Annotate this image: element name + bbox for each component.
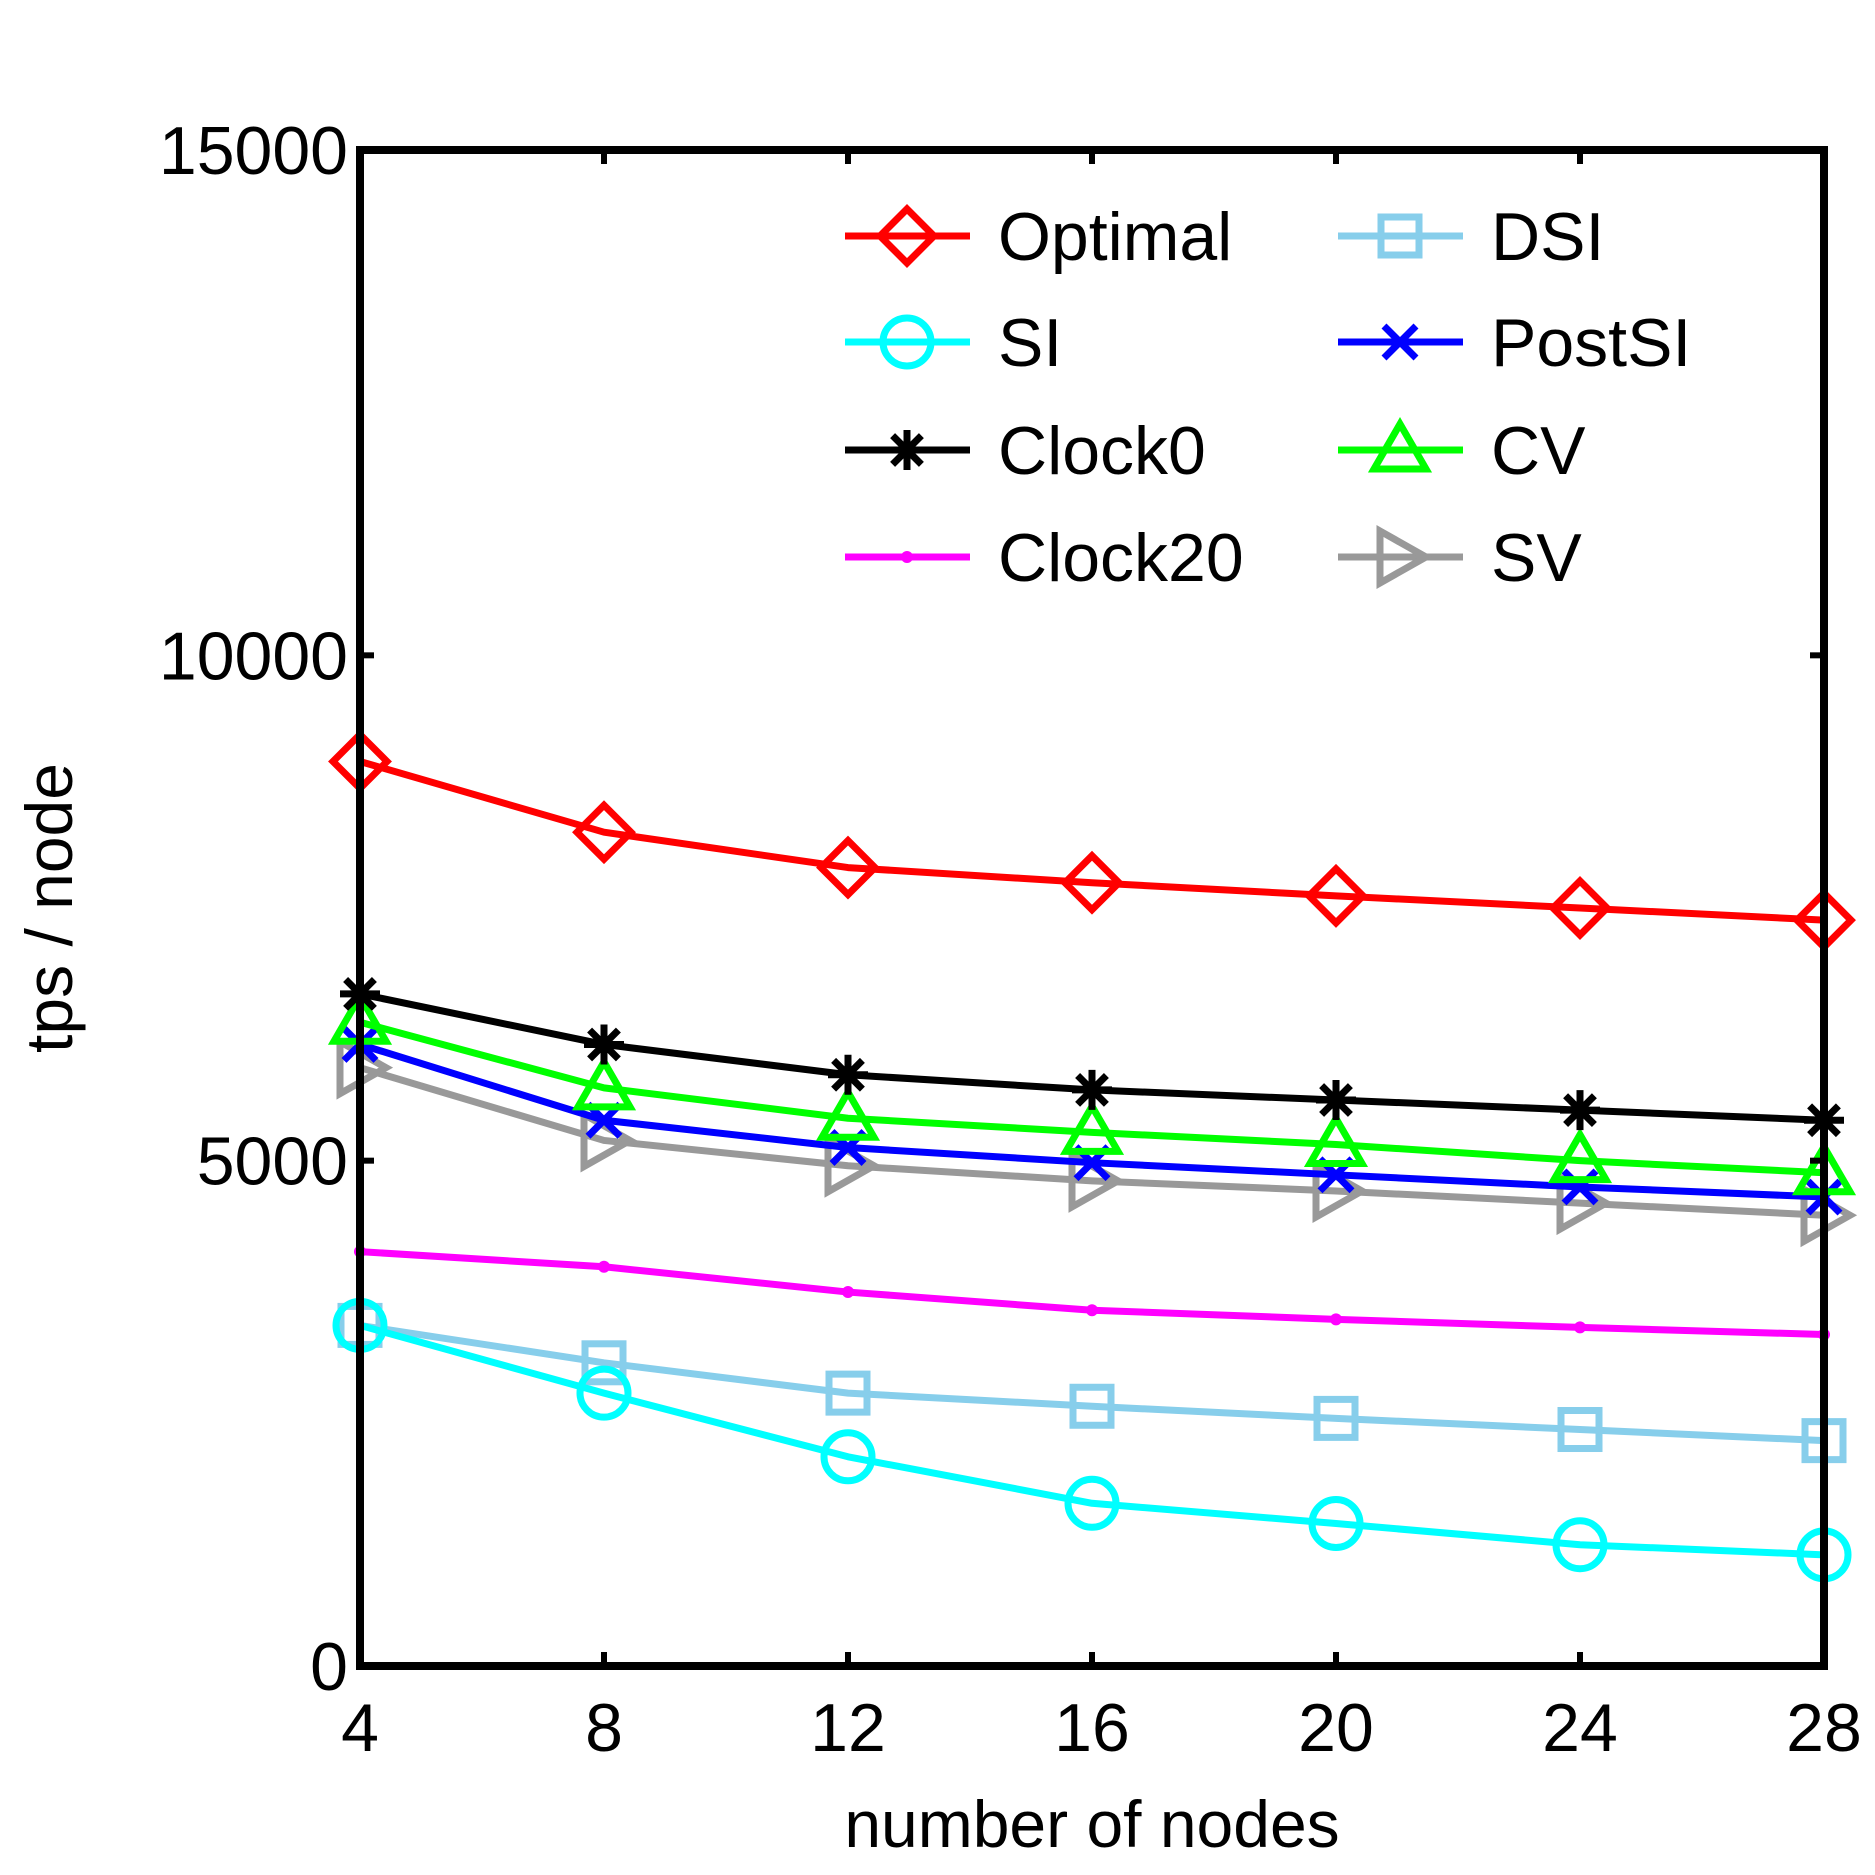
point-optimal-24 [1548,876,1612,940]
legend-marker-cv [1367,417,1433,473]
legend-item-dsi: DSI [1338,199,1604,275]
x-tick-label-20: 20 [1298,1690,1374,1766]
point-clock0-24 [1560,1090,1600,1131]
legend-item-cv: CV [1338,413,1586,489]
x-tick-label-4: 4 [341,1690,379,1766]
series-postsi [341,1025,1843,1216]
point-cv-12 [815,1085,881,1141]
ticks-layer: 4 8 12 16 20 24 28 0 5000 10000 15000 [159,113,1862,1766]
point-cv-20 [1303,1111,1369,1167]
point-cv-16 [1059,1099,1125,1155]
y-tick-label-0: 0 [310,1629,348,1705]
point-dsi-24 [1557,1407,1603,1453]
legend-item-clock20: Clock20 [845,520,1244,596]
point-clock20-24 [1574,1321,1586,1334]
legend-marker-clock20 [901,551,913,563]
point-clock20-20 [1330,1313,1342,1326]
point-cv-24 [1547,1127,1613,1184]
point-clock0-12 [828,1054,868,1095]
legend-marker-optimal [875,204,939,268]
legend-item-postsi: PostSI [1338,305,1691,381]
series-line-cv [359,1018,1825,1177]
legend-marker-si [879,314,935,370]
point-clock20-12 [842,1286,854,1299]
y-tick-label-5000: 5000 [197,1124,348,1200]
point-si-16 [1064,1475,1120,1531]
x-tick-label-12: 12 [810,1690,886,1766]
series-line-si [359,1322,1825,1559]
legend: Optimal SI Clock0 Clock20 DSI PostSI CV SV [845,199,1691,596]
series-layer [327,729,1858,1583]
y-tick-label-10000: 10000 [159,618,348,694]
point-clock20-8 [598,1260,610,1273]
series-line-dsi [359,1321,1825,1445]
legend-label-sv: SV [1491,520,1582,596]
point-optimal-12 [816,835,880,900]
point-clock0-20 [1316,1080,1356,1121]
point-si-8 [576,1365,632,1421]
y-tick-label-15000: 15000 [159,113,348,189]
point-optimal-16 [1060,850,1124,915]
series-cv [327,989,1857,1196]
x-axis-label: number of nodes [844,1787,1339,1861]
x-tick-label-28: 28 [1786,1690,1862,1766]
series-clock20 [354,1245,1830,1341]
series-line-clock20 [359,1248,1825,1338]
legend-marker-clock0 [887,430,927,470]
legend-label-optimal: Optimal [998,199,1232,275]
point-cv-8 [571,1054,637,1111]
legend-marker-sv [1376,525,1434,589]
legend-label-cv: CV [1491,413,1586,489]
point-dsi-20 [1313,1395,1359,1441]
point-dsi-16 [1069,1383,1115,1429]
legend-label-si: SI [998,305,1062,381]
x-tick-label-24: 24 [1542,1690,1618,1766]
series-line-sv [358,1064,1825,1219]
legend-item-sv: SV [1338,520,1582,596]
point-si-12 [820,1429,876,1485]
legend-marker-postsi [1381,323,1419,361]
point-optimal-20 [1304,863,1368,928]
point-si-20 [1308,1495,1364,1551]
legend-label-clock20: Clock20 [998,520,1244,596]
legend-label-clock0: Clock0 [998,413,1206,489]
legend-item-optimal: Optimal [845,199,1232,275]
series-line-optimal [359,758,1825,924]
point-optimal-8 [572,800,636,865]
legend-marker-dsi [1377,213,1423,259]
point-clock0-8 [584,1024,624,1065]
point-clock0-16 [1072,1069,1112,1110]
series-si [332,1297,1852,1583]
x-tick-label-8: 8 [585,1690,623,1766]
legend-item-clock0: Clock0 [845,413,1206,489]
series-optimal [328,729,1856,953]
legend-item-si: SI [845,305,1062,381]
series-clock0 [340,973,1844,1141]
point-dsi-12 [825,1370,871,1416]
y-axis-label: tps / node [12,763,86,1053]
point-dsi-8 [581,1340,627,1386]
legend-label-postsi: PostSI [1491,305,1691,381]
point-si-24 [1552,1517,1608,1573]
point-clock20-16 [1086,1304,1098,1317]
legend-label-dsi: DSI [1491,199,1604,275]
x-tick-label-16: 16 [1054,1690,1130,1766]
